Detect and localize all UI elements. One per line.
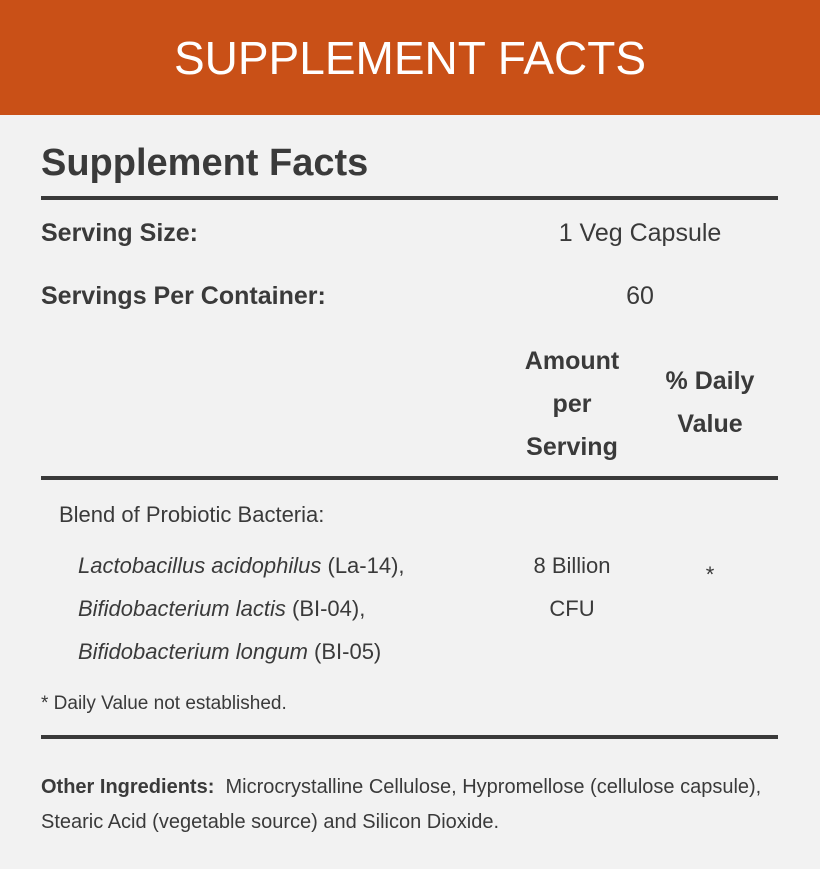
blend-amount: 8 Billion CFU [533,553,611,621]
blend-daily-value: * [705,562,715,587]
strain: Bifidobacterium lactis (BI-04), [78,587,405,630]
serving-size-value: 1 Veg Capsule [558,219,722,247]
strain-code: (BI-05) [307,639,382,664]
banner: SUPPLEMENT FACTS [0,0,820,115]
daily-value-header: % Daily Value [665,367,755,438]
rule [41,196,778,200]
other-ingredients-label: Other Ingredients: [41,776,215,798]
footnote: * Daily Value not established. [41,693,287,714]
strain: Lactobacillus acidophilus (La-14), [78,544,405,587]
strain: Bifidobacterium longum (BI-05) [78,630,405,673]
rule [41,735,778,739]
other-ingredients-text: Microcrystalline Cellulose, Hypromellose… [41,776,762,833]
servings-value: 60 [626,282,654,310]
other-ingredients: Other Ingredients: Microcrystalline Cell… [41,770,781,840]
strain-name: Bifidobacterium longum [78,639,308,664]
blend-name: Blend of Probiotic Bacteria: [59,502,325,527]
servings-label: Servings Per Container: [41,282,326,310]
amount-header: Amount per Serving [524,347,620,461]
serving-size-label: Serving Size: [41,219,198,247]
strain-name: Lactobacillus acidophilus [78,553,322,578]
strain-code: (BI-04), [285,596,366,621]
rule [41,476,778,480]
strain-name: Bifidobacterium lactis [78,596,286,621]
panel-title: Supplement Facts [41,142,369,184]
strain-code: (La-14), [321,553,405,578]
strain-list: Lactobacillus acidophilus (La-14), Bifid… [78,544,405,673]
